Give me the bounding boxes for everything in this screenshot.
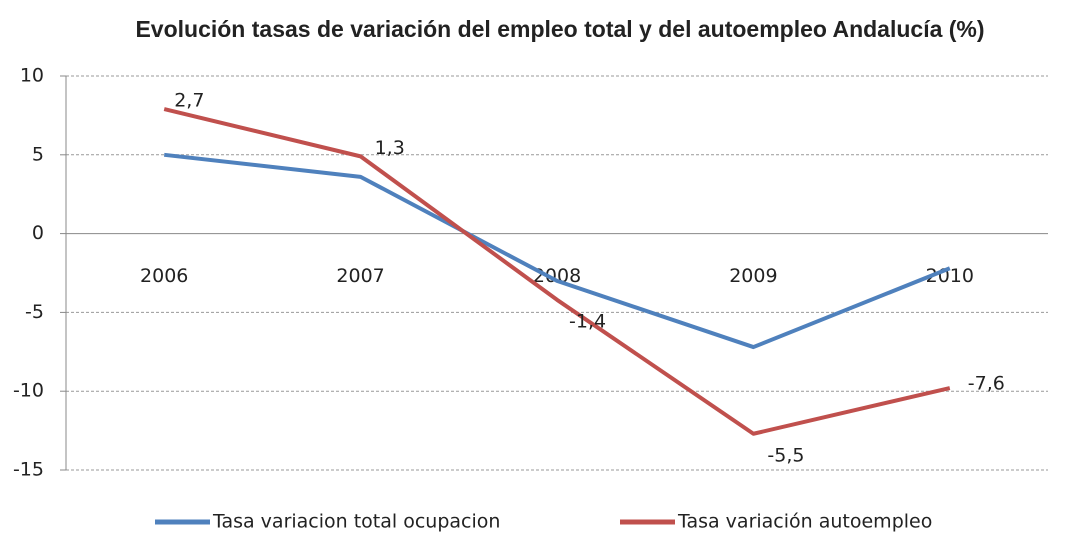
data-annotation: 2,7 bbox=[174, 90, 204, 112]
x-tick-label: 2006 bbox=[140, 265, 188, 287]
x-tick-label: 2008 bbox=[533, 265, 581, 287]
y-tick-label: 10 bbox=[20, 65, 44, 87]
legend-label: Tasa variación autoempleo bbox=[677, 511, 932, 533]
data-annotation: -7,6 bbox=[968, 373, 1005, 395]
data-annotation: -5,5 bbox=[767, 444, 804, 466]
y-tick-label: 5 bbox=[32, 143, 44, 165]
y-tick-label: -15 bbox=[13, 459, 44, 481]
x-tick-label: 2009 bbox=[729, 265, 777, 287]
y-tick-label: 0 bbox=[32, 222, 44, 244]
x-tick-label: 2007 bbox=[336, 265, 384, 287]
y-tick-label: -10 bbox=[13, 380, 44, 402]
data-annotation: 1,3 bbox=[375, 137, 405, 159]
chart-title: Evolución tasas de variación del empleo … bbox=[135, 16, 984, 42]
series-line bbox=[163, 152, 951, 350]
data-annotation: -1,4 bbox=[569, 310, 606, 332]
y-tick-label: -5 bbox=[25, 301, 44, 323]
series-line bbox=[163, 107, 951, 436]
x-tick-label: 2010 bbox=[926, 265, 974, 287]
legend-label: Tasa variacion total ocupacion bbox=[212, 511, 500, 533]
